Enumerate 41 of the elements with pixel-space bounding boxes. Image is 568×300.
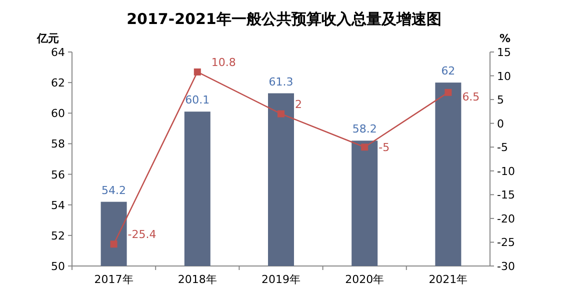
data-label: 61.3	[268, 75, 294, 88]
data-label: 58.2	[352, 122, 377, 136]
y2-tick-label: -10	[497, 164, 515, 178]
x-tick-label: 2020年	[345, 273, 384, 286]
y2-tick-label: 15	[497, 46, 511, 59]
x-tick-label: 2019年	[262, 273, 300, 286]
y2-tick-label: 10	[497, 70, 511, 83]
chart-title: 2017-2021年一般公共预算收入总量及增速图	[126, 10, 442, 28]
data-label: 54.2	[102, 184, 126, 197]
y2-tick-label: 5	[497, 94, 504, 107]
y-tick-label: 62	[51, 76, 65, 90]
y2-tick-label: -15	[497, 188, 515, 202]
point	[361, 144, 368, 151]
data-label: -5	[378, 141, 390, 154]
data-label: 6.5	[462, 90, 480, 104]
y2-tick-label: -5	[497, 141, 508, 154]
y-tick-label: 52	[51, 229, 65, 242]
y-tick-label: 56	[51, 168, 65, 182]
point	[278, 110, 284, 118]
y2-tick-label: 0	[497, 117, 504, 130]
data-label: -25.4	[128, 228, 156, 242]
y-axis-title: 亿元	[36, 32, 59, 45]
y-tick-label: 60	[51, 107, 65, 120]
y2-tick-label: -20	[497, 212, 515, 226]
y2-tick-label: -30	[497, 260, 515, 273]
x-tick-label: 2017年	[94, 273, 134, 286]
y-tick-label: 50	[51, 260, 65, 273]
x-tick-label: 2018年	[178, 273, 217, 286]
y2-tick-label: -25	[497, 236, 515, 250]
data-label: 10.8	[211, 56, 236, 69]
y-tick-label: 54	[51, 198, 65, 212]
data-label: 60.1	[185, 94, 210, 107]
point	[444, 88, 452, 96]
y2-axis-title: %	[499, 32, 511, 45]
y-tick-label: 58	[51, 138, 65, 151]
y-tick-label: 64	[51, 46, 65, 59]
data-label: 62	[441, 64, 456, 78]
point	[194, 68, 201, 76]
x-tick-label: 2021年	[428, 273, 468, 286]
point	[110, 240, 118, 248]
data-label: 2	[295, 98, 302, 111]
